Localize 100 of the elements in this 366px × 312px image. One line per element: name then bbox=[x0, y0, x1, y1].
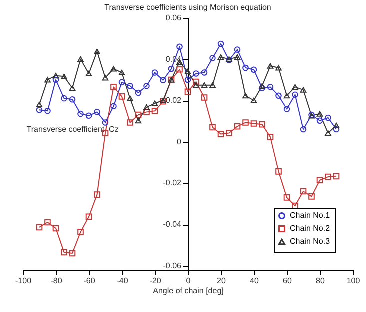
point bbox=[242, 93, 249, 99]
point bbox=[184, 76, 192, 84]
legend-label: Chain No.2 bbox=[290, 224, 331, 233]
point bbox=[218, 131, 224, 138]
point bbox=[61, 74, 68, 80]
point bbox=[300, 87, 307, 93]
point bbox=[325, 114, 332, 122]
point bbox=[210, 82, 216, 88]
point bbox=[267, 84, 274, 90]
point bbox=[44, 108, 51, 114]
point bbox=[284, 93, 290, 99]
point bbox=[144, 109, 150, 116]
point bbox=[193, 70, 200, 77]
point bbox=[52, 76, 60, 84]
point bbox=[316, 111, 324, 117]
point bbox=[44, 77, 51, 83]
point bbox=[118, 70, 126, 76]
point bbox=[110, 103, 117, 110]
point bbox=[250, 66, 258, 73]
point bbox=[52, 73, 60, 79]
point bbox=[234, 46, 241, 53]
point bbox=[316, 118, 324, 124]
point bbox=[168, 66, 175, 72]
point bbox=[259, 85, 266, 92]
point bbox=[308, 194, 315, 200]
point bbox=[242, 120, 249, 126]
point bbox=[333, 173, 340, 180]
point bbox=[259, 83, 266, 89]
point bbox=[218, 54, 224, 60]
point bbox=[110, 84, 117, 90]
point bbox=[234, 124, 241, 130]
point bbox=[135, 90, 142, 96]
point bbox=[292, 92, 298, 98]
point bbox=[184, 88, 192, 96]
point bbox=[226, 130, 232, 136]
chart-title: Transverse coefficients using Morison equation bbox=[104, 3, 272, 12]
point bbox=[210, 55, 216, 62]
x-tick-label: -80 bbox=[50, 276, 63, 286]
point bbox=[325, 174, 332, 180]
point bbox=[78, 110, 84, 118]
x-tick-label: 40 bbox=[250, 276, 260, 286]
point bbox=[160, 77, 166, 84]
point bbox=[276, 168, 282, 175]
point bbox=[250, 98, 258, 104]
point bbox=[300, 126, 307, 133]
point bbox=[144, 104, 150, 110]
point bbox=[152, 70, 158, 76]
point bbox=[201, 70, 208, 76]
x-tick-label: 20 bbox=[217, 276, 226, 286]
y-tick-label: 0 bbox=[177, 137, 182, 146]
point bbox=[193, 82, 200, 88]
point bbox=[94, 109, 100, 116]
point bbox=[69, 85, 76, 92]
x-tick-label: 0 bbox=[186, 276, 192, 286]
point bbox=[201, 94, 208, 101]
x-tick-label: -60 bbox=[84, 276, 96, 286]
point bbox=[250, 120, 258, 127]
point bbox=[259, 121, 266, 128]
point bbox=[152, 108, 158, 114]
point bbox=[333, 122, 340, 128]
point bbox=[78, 229, 84, 236]
point bbox=[86, 70, 92, 77]
point bbox=[94, 48, 100, 54]
point bbox=[292, 84, 298, 90]
point bbox=[127, 120, 134, 126]
point bbox=[102, 120, 109, 126]
y-tick-label: 0.06 bbox=[166, 14, 182, 22]
point bbox=[316, 177, 324, 184]
point bbox=[127, 96, 134, 102]
point bbox=[325, 130, 332, 136]
point bbox=[234, 54, 241, 60]
y-tick-label: -0.02 bbox=[163, 178, 182, 188]
y-tick-label: -0.04 bbox=[163, 220, 182, 230]
point bbox=[184, 68, 192, 74]
point bbox=[193, 78, 200, 86]
point bbox=[176, 44, 183, 50]
point bbox=[135, 112, 142, 118]
point bbox=[61, 249, 68, 256]
point bbox=[201, 82, 208, 88]
point bbox=[267, 134, 274, 140]
point bbox=[44, 219, 51, 226]
point bbox=[36, 224, 43, 231]
point bbox=[36, 102, 43, 108]
x-tick-label: 100 bbox=[346, 276, 361, 286]
point bbox=[267, 63, 274, 69]
point bbox=[218, 40, 224, 48]
point bbox=[176, 66, 183, 73]
point bbox=[242, 64, 249, 72]
point bbox=[284, 194, 290, 201]
point bbox=[102, 75, 109, 81]
x-tick-label: -20 bbox=[150, 276, 162, 286]
legend-label: Chain No.3 bbox=[290, 237, 331, 246]
point bbox=[118, 94, 126, 100]
point bbox=[61, 95, 68, 102]
point bbox=[110, 66, 117, 72]
point bbox=[78, 56, 84, 62]
legend-label: Chain No.1 bbox=[290, 211, 331, 220]
point bbox=[276, 65, 282, 71]
point bbox=[152, 100, 158, 106]
x-tick-label: -40 bbox=[116, 276, 129, 286]
